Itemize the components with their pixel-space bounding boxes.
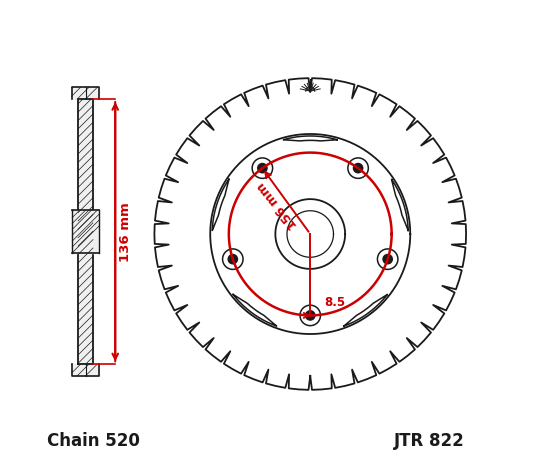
Polygon shape (78, 99, 93, 364)
Text: 136 mm: 136 mm (119, 202, 132, 262)
Text: 8.5: 8.5 (324, 296, 346, 309)
Polygon shape (72, 211, 99, 253)
Circle shape (353, 163, 363, 173)
Circle shape (228, 255, 237, 264)
Text: 156 mm: 156 mm (254, 180, 300, 232)
Text: JTR 822: JTR 822 (394, 432, 464, 450)
Circle shape (383, 255, 393, 264)
Circle shape (258, 163, 267, 173)
Polygon shape (72, 88, 100, 99)
Polygon shape (72, 364, 100, 376)
Circle shape (306, 311, 315, 320)
Text: Chain 520: Chain 520 (48, 432, 141, 450)
